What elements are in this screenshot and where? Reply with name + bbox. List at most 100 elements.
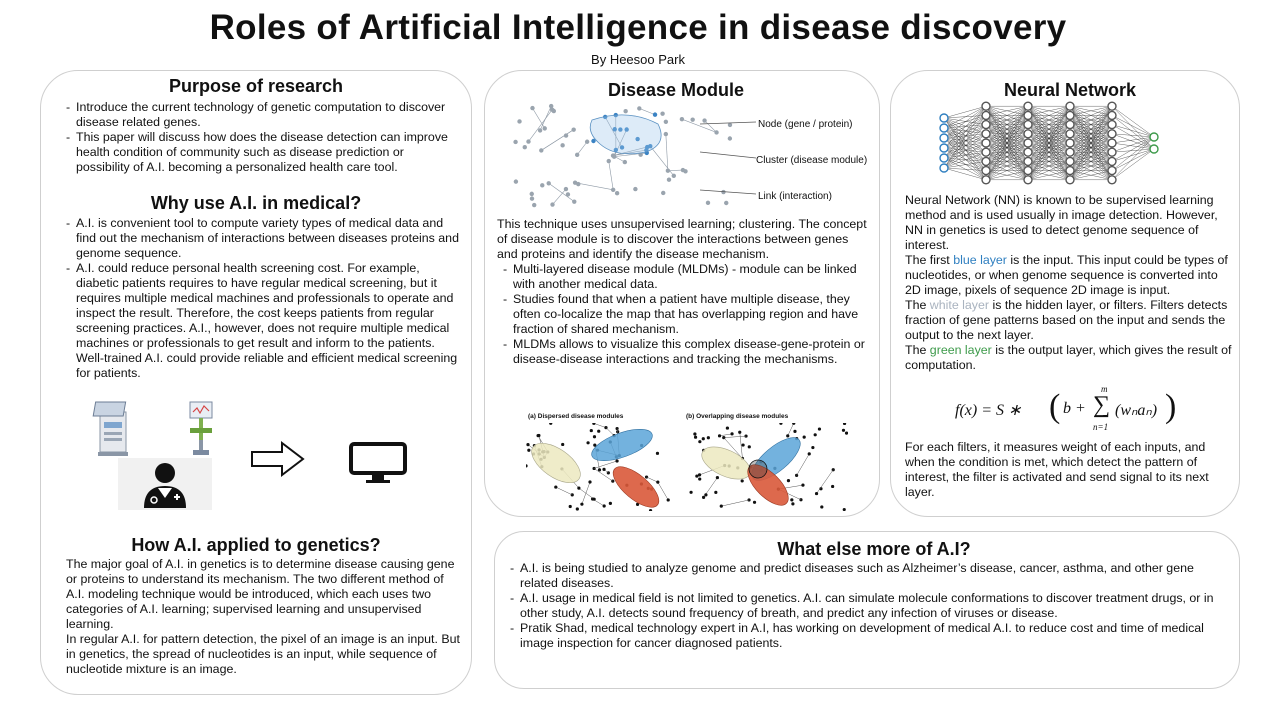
genetics-text: The major goal of A.I. in genetics is to…	[66, 557, 462, 677]
nn-neuron	[1023, 138, 1033, 148]
nn-neuron	[981, 110, 991, 121]
mesh-node	[799, 498, 803, 502]
nn-connection	[1027, 106, 1071, 134]
nn-neuron	[939, 113, 949, 123]
nn-neuron	[1023, 110, 1033, 121]
nn-neuron	[1107, 101, 1117, 111]
nn-neuron	[1107, 119, 1117, 130]
nn-neuron	[939, 153, 949, 163]
network-node	[532, 202, 537, 208]
network-node	[663, 131, 669, 137]
network-node	[724, 200, 729, 206]
nn-connection	[943, 106, 987, 129]
network-link	[576, 141, 588, 156]
network-node	[663, 119, 669, 124]
nn-neuron	[1107, 138, 1117, 148]
nn-connection	[1111, 124, 1155, 138]
mesh-node	[701, 437, 705, 441]
mesh-node	[656, 480, 660, 484]
network-node	[565, 192, 571, 197]
network-node	[661, 190, 666, 196]
green-layer-term: green layer	[929, 343, 992, 357]
nn-connection	[943, 124, 987, 169]
nn-connection	[1111, 136, 1155, 144]
nn-neuron	[1023, 156, 1033, 167]
nn-connection	[1111, 136, 1155, 153]
why-item: A.I. could reduce personal health screen…	[64, 261, 462, 381]
mesh-node	[589, 428, 593, 433]
nn-connection	[1069, 124, 1113, 180]
network-node	[623, 109, 628, 114]
nn-connection	[1027, 106, 1071, 144]
nn-connection	[1111, 136, 1155, 180]
nn-neuron	[1065, 129, 1075, 139]
mesh-node	[616, 430, 620, 434]
network-link	[612, 145, 651, 156]
more-list: A.I. is being studied to analyze genome …	[508, 561, 1222, 651]
mesh-link	[787, 423, 794, 436]
mesh-node	[549, 423, 553, 425]
nn-connection	[1111, 148, 1155, 162]
nn-connection	[943, 147, 987, 180]
network-node	[619, 145, 625, 150]
nn-connection	[943, 167, 987, 171]
network-link	[608, 160, 614, 190]
nn-connection	[943, 157, 987, 180]
nn-neuron	[1023, 129, 1033, 139]
fig-a-caption: (a) Dispersed disease modules	[528, 413, 624, 420]
nn-connection	[1069, 106, 1113, 171]
nn-connection	[1111, 136, 1155, 171]
network-link	[650, 145, 675, 176]
nn-connection	[943, 127, 987, 134]
why-list: A.I. is convenient tool to compute varie…	[64, 216, 462, 381]
network-node	[548, 103, 554, 109]
nn-connection	[1027, 106, 1071, 162]
nn-connection	[943, 161, 987, 169]
formula-sum-bottom: n=1	[1093, 422, 1109, 432]
network-node	[638, 152, 643, 157]
nn-neuron	[981, 147, 991, 157]
nn-connection	[985, 133, 1029, 180]
network-callouts	[700, 121, 757, 195]
nn-neuron	[1023, 101, 1033, 111]
nn-connection	[1027, 106, 1071, 125]
mesh-node	[793, 429, 797, 433]
mesh-node	[577, 486, 581, 490]
nn-neuron	[1065, 101, 1075, 111]
mesh-node	[586, 441, 590, 445]
network-node	[584, 139, 590, 144]
nn-connection	[943, 124, 987, 159]
nn-connection	[943, 124, 987, 149]
genetics-paragraph: In regular A.I. for pattern detection, t…	[66, 632, 460, 676]
mesh-node	[747, 498, 751, 502]
nn-neuron	[939, 133, 949, 143]
nn-connection	[985, 161, 1029, 180]
nn-neuron	[1065, 147, 1075, 157]
mesh-link	[593, 468, 613, 482]
mesh-node	[747, 445, 751, 449]
network-node	[610, 153, 616, 158]
nn-connection	[943, 142, 987, 169]
nn-connection	[943, 137, 987, 162]
mesh-node	[655, 451, 660, 455]
label-cluster: Cluster (disease module)	[756, 155, 868, 166]
nn-connection	[943, 117, 987, 125]
network-node	[614, 191, 620, 196]
nn-neuron	[981, 175, 991, 185]
mesh-node	[701, 495, 706, 499]
mesh-node	[801, 483, 805, 487]
nn-neuron	[939, 143, 949, 153]
network-node	[517, 119, 522, 124]
mesh-node	[738, 430, 742, 434]
nn-connection	[1027, 124, 1071, 180]
mesh-node	[740, 479, 744, 483]
nn-neuron	[939, 123, 949, 133]
network-link	[575, 182, 614, 191]
module-item: Multi-layered disease module (MLDMs) - m…	[501, 262, 867, 292]
nn-connection	[985, 106, 1029, 180]
mesh-link	[555, 486, 573, 496]
nn-neuron	[1065, 165, 1075, 176]
nn-connection	[943, 127, 987, 162]
nn-connection	[1111, 106, 1155, 138]
mesh-node	[819, 487, 823, 491]
